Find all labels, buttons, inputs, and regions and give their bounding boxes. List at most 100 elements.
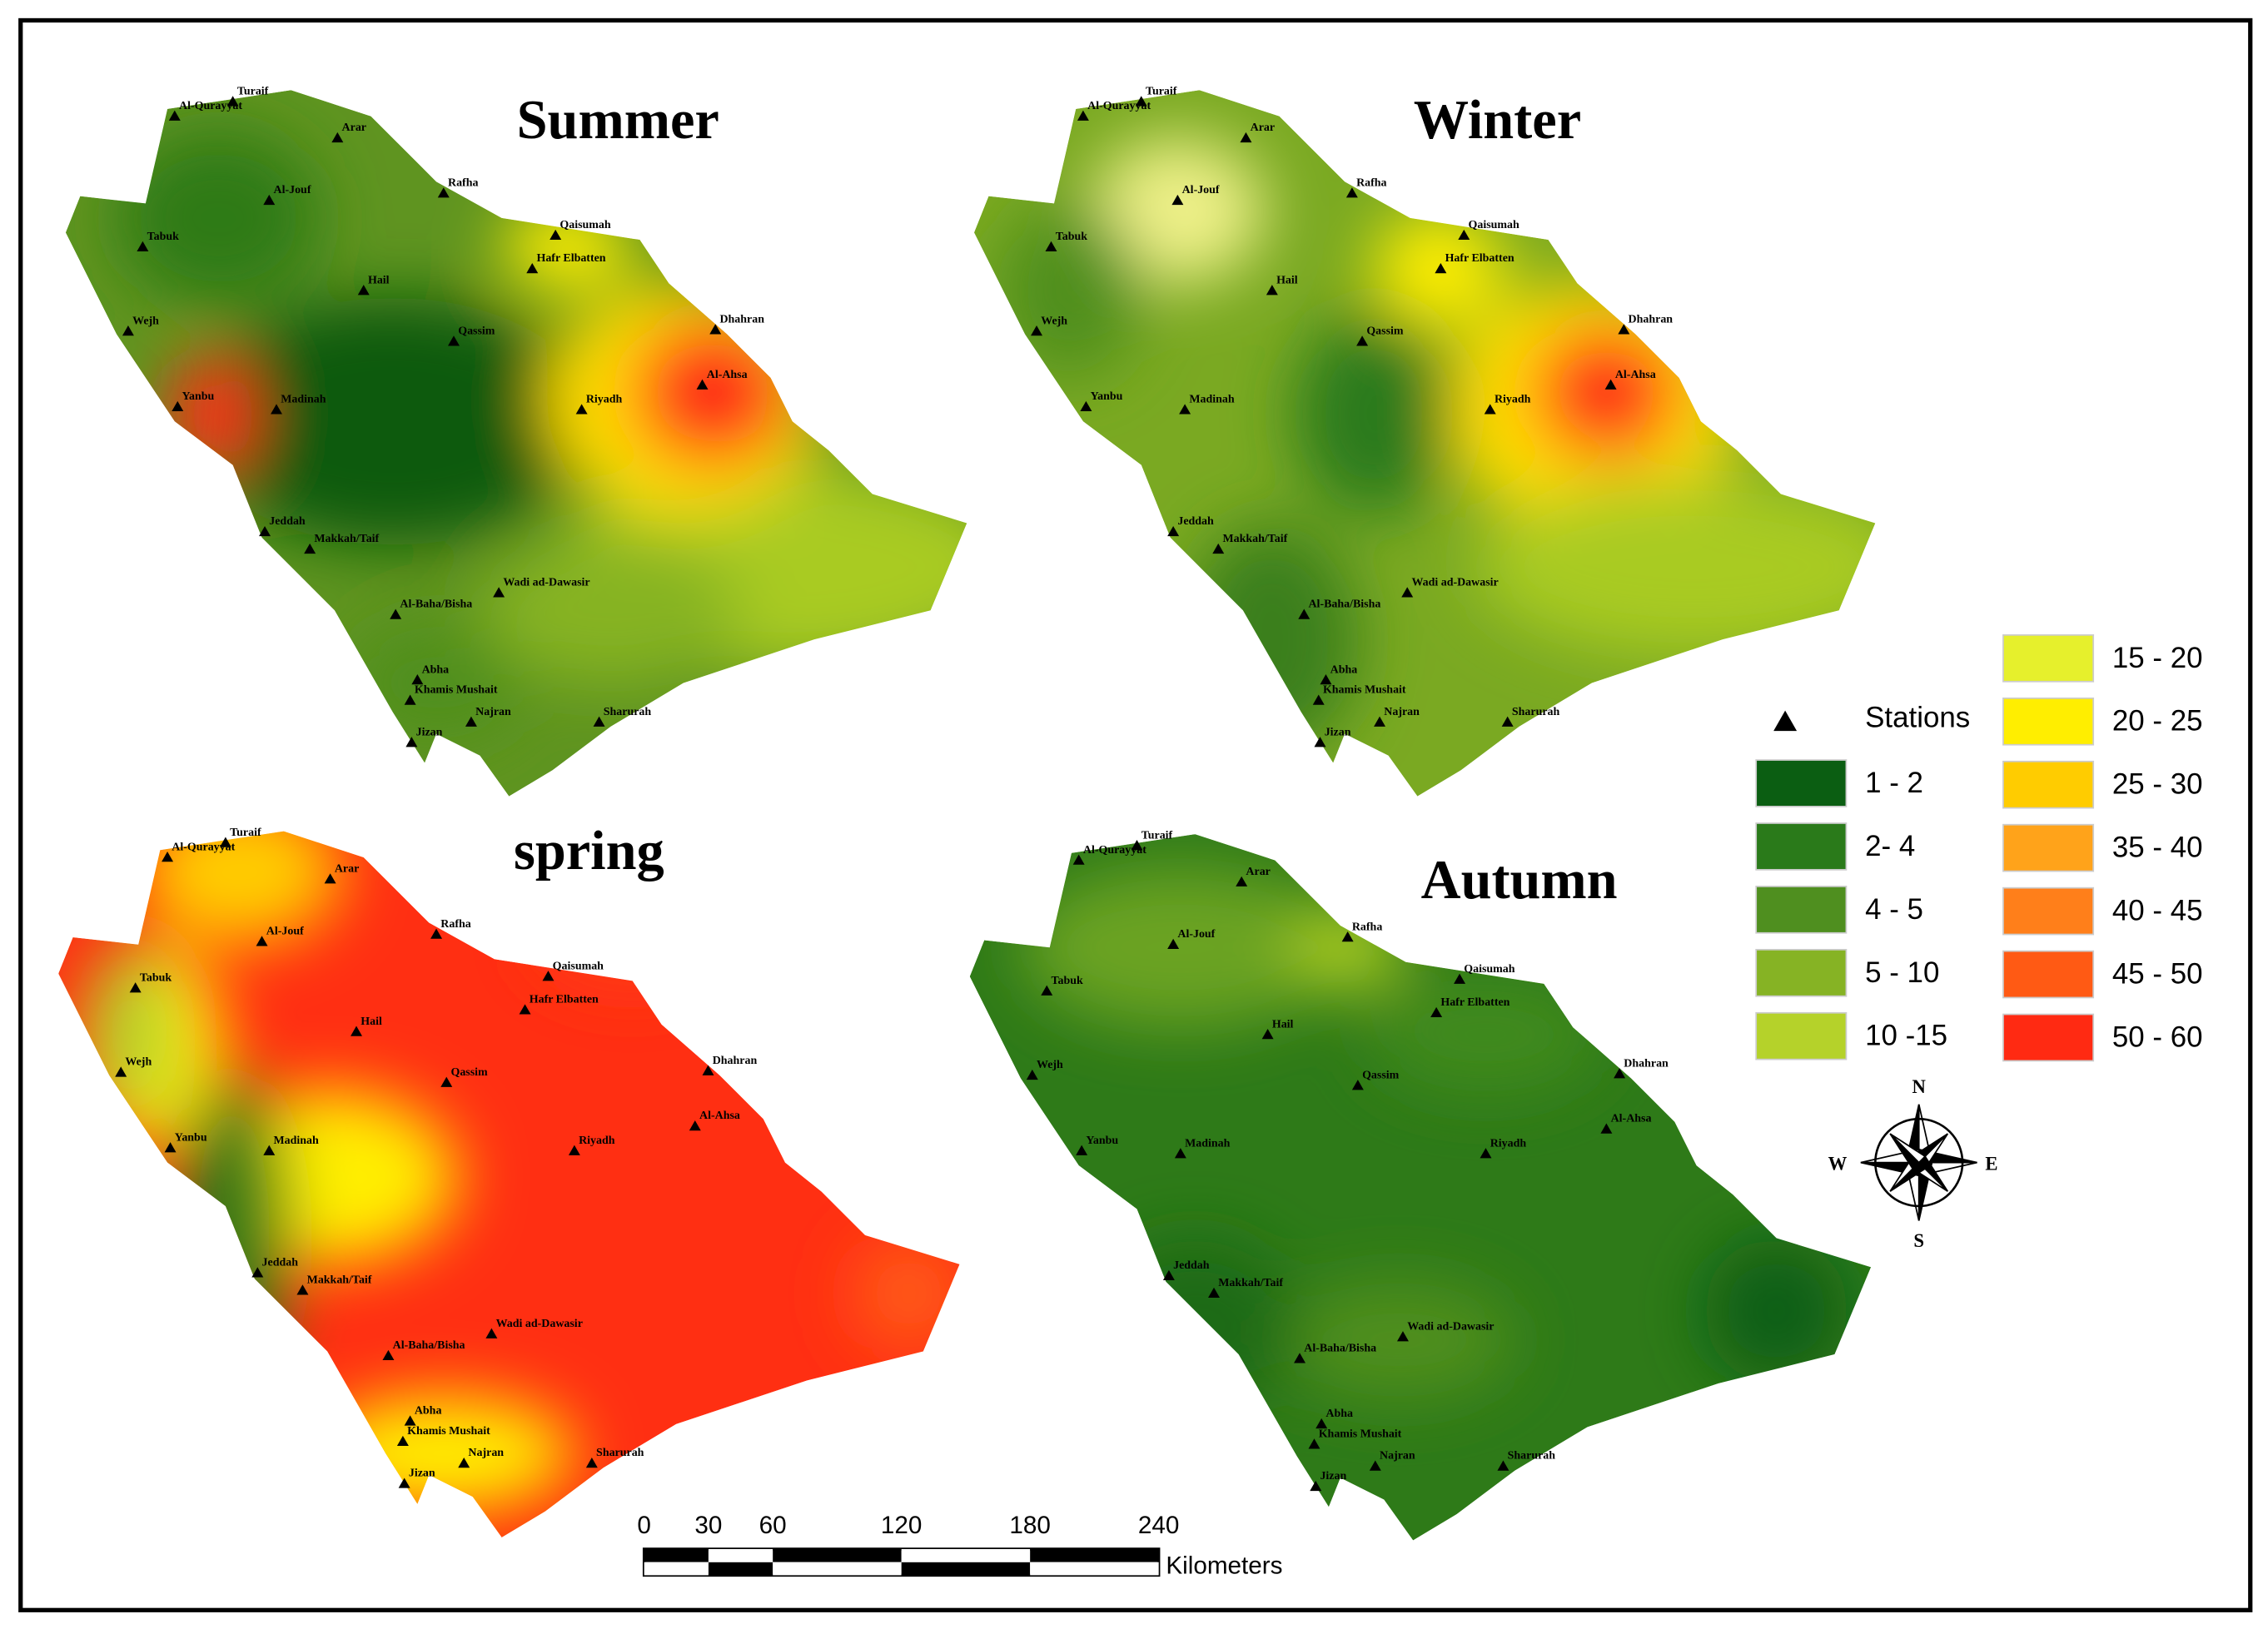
station-marker: [1162, 1269, 1175, 1281]
scale-bar-segment: [1030, 1562, 1159, 1576]
station-label: Makkah/Taif: [307, 1274, 372, 1287]
legend-label: 4 - 5: [1865, 893, 1923, 926]
legend-station-marker: [1773, 710, 1798, 732]
station-label: Hafr Elbatten: [1445, 252, 1514, 265]
contour-zone: [349, 624, 524, 742]
contour-zone: [167, 355, 255, 473]
station-label: Al-Ahsa: [1615, 369, 1656, 381]
station-label: Riyadh: [1490, 1137, 1527, 1150]
station-label: Tabuk: [1051, 975, 1083, 987]
station-marker: [1135, 96, 1147, 107]
station-marker: [1401, 587, 1414, 598]
station-label: Khamis Mushait: [1319, 1428, 1402, 1441]
station-marker: [122, 325, 134, 336]
station-label: Wejh: [125, 1056, 152, 1069]
station-label: Madinah: [274, 1135, 320, 1147]
scale-bar-segment: [773, 1548, 902, 1562]
station-label: Khamis Mushait: [415, 684, 498, 697]
station-label: Al-Ahsa: [699, 1110, 740, 1122]
station-marker: [351, 1026, 362, 1036]
contour-zone: [1020, 867, 1340, 1028]
station-marker: [115, 1066, 127, 1077]
station-marker: [226, 96, 239, 107]
station-label: Wadi ad-Dawasir: [496, 1318, 583, 1330]
station-marker: [256, 936, 268, 946]
station-marker: [405, 737, 418, 747]
station-label: Qaisumah: [1469, 219, 1519, 231]
map-panel: Al-Qurayyat Turaif Arar Al-Jouf Rafha Tabuk Qa…: [65, 85, 967, 797]
contour-zone: [138, 831, 342, 945]
station-marker: [1345, 187, 1358, 198]
contour-zone: [174, 1075, 291, 1395]
legend-swatch: [2002, 1013, 2095, 1062]
station-label: Hail: [361, 1016, 382, 1028]
contour-zone: [312, 1394, 574, 1512]
scale-bar-segment: [708, 1548, 773, 1562]
station-label: Madinah: [1185, 1137, 1231, 1150]
station-marker: [1356, 335, 1369, 346]
station-marker: [259, 525, 271, 537]
station-label: Al-Ahsa: [707, 369, 748, 381]
panel-title: Winter: [1414, 90, 1581, 151]
station-marker: [1208, 1287, 1220, 1298]
legend-label: 50 - 60: [2112, 1021, 2203, 1053]
scale-tick-label: 30: [694, 1512, 722, 1539]
scale-tick-label: 60: [759, 1512, 787, 1539]
contour-zone: [632, 320, 793, 465]
contour-zone: [1289, 903, 1406, 991]
contour-zone: [850, 1234, 960, 1352]
station-marker: [1077, 110, 1089, 121]
station-label: Yanbu: [1086, 1135, 1118, 1147]
station-marker: [324, 873, 336, 884]
station-marker: [1131, 840, 1143, 851]
station-label: Al-Ahsa: [1611, 1113, 1652, 1125]
compass-letter: N: [1912, 1076, 1927, 1097]
scale-tick-label: 240: [1138, 1512, 1179, 1539]
station-label: Najran: [475, 706, 511, 718]
station-marker: [1374, 716, 1386, 727]
station-label: Jizan: [416, 726, 443, 738]
scale-bar-segment: [773, 1562, 902, 1576]
station-marker: [709, 324, 722, 335]
station-marker: [296, 1284, 309, 1295]
station-label: Sharurah: [1512, 706, 1560, 718]
station-marker: [1310, 1480, 1322, 1492]
station-marker: [263, 1145, 276, 1155]
station-marker: [1396, 1331, 1409, 1342]
station-marker: [1430, 1006, 1443, 1018]
panel-title: spring: [514, 821, 664, 882]
station-marker: [1167, 525, 1180, 537]
frame: [18, 17, 2253, 1612]
scale-tick-label: 180: [1009, 1512, 1050, 1539]
station-label: Jeddah: [1173, 1259, 1210, 1272]
station-marker: [465, 716, 477, 727]
contour-zone: [480, 537, 742, 683]
station-marker: [1497, 1460, 1510, 1471]
compass-letter: E: [1985, 1153, 1997, 1174]
station-marker: [593, 716, 605, 727]
compass-ring: [1874, 1117, 1964, 1208]
station-label: Abha: [422, 663, 450, 676]
station-marker: [1294, 1353, 1306, 1363]
station-marker: [1240, 132, 1252, 143]
station-marker: [1312, 694, 1325, 705]
station-label: Hafr Elbatten: [536, 252, 605, 265]
map-fill: [58, 831, 960, 1538]
station-label: Al-Baha/Bisha: [393, 1339, 465, 1352]
station-label: Abha: [1325, 1408, 1353, 1420]
map-fill: [969, 834, 1872, 1541]
station-label: Abha: [1330, 663, 1358, 676]
legend-swatch: [2002, 634, 2095, 683]
station-marker: [1458, 229, 1470, 241]
station-marker: [398, 1478, 410, 1488]
station-label: Dhahran: [1629, 314, 1674, 326]
scale-bar-segment: [644, 1548, 709, 1562]
station-label: Arar: [1251, 122, 1275, 134]
station-marker: [1618, 324, 1630, 335]
legend-label: 35 - 40: [2112, 832, 2203, 864]
station-label: Rafha: [1352, 921, 1382, 933]
station-marker: [162, 852, 174, 862]
legend-swatch: [1755, 1011, 1848, 1060]
